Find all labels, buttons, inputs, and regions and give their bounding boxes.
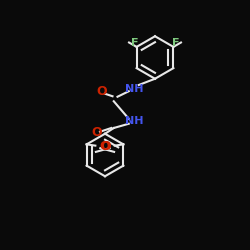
Text: NH: NH	[124, 84, 143, 94]
Text: O: O	[99, 140, 110, 153]
Text: F: F	[131, 38, 138, 48]
Text: O: O	[100, 140, 111, 153]
Text: O: O	[91, 126, 102, 140]
Text: NH: NH	[124, 116, 143, 126]
Text: F: F	[172, 38, 179, 48]
Text: O: O	[96, 85, 106, 98]
